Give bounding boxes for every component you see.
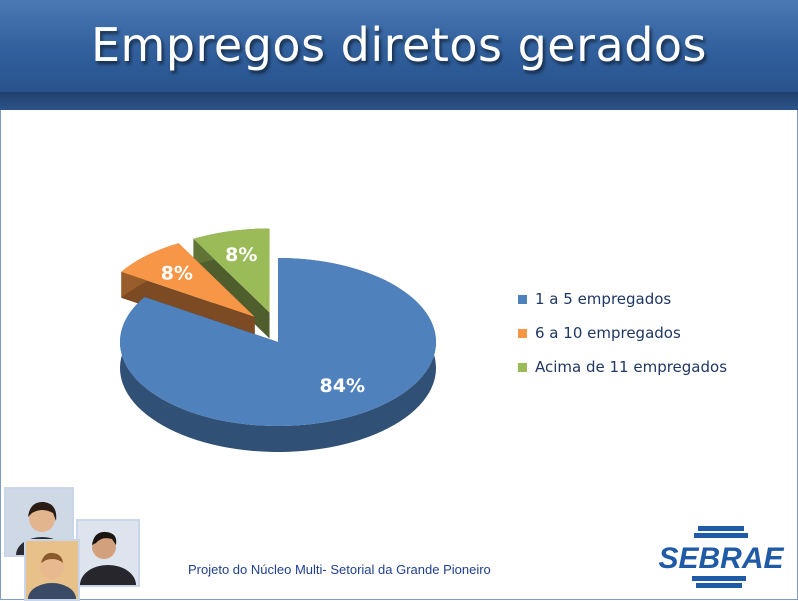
pie-slice-top <box>119 258 436 426</box>
legend-item: 1 a 5 empregados <box>518 282 727 316</box>
legend-label: 6 a 10 empregados <box>535 324 681 342</box>
person-icon <box>78 521 138 585</box>
pie-slice-top <box>121 243 255 317</box>
pie-slice-top <box>193 228 270 313</box>
footer-caption: Projeto do Núcleo Multi- Setorial da Gra… <box>188 562 491 577</box>
people-photos <box>0 485 140 601</box>
pie-data-label: 8% <box>161 263 193 285</box>
legend-item: 6 a 10 empregados <box>518 316 727 350</box>
legend-item: Acima de 11 empregados <box>518 350 727 384</box>
pie-data-label: 84% <box>320 375 365 397</box>
pie-data-label: 8% <box>225 244 257 266</box>
photo-man-dark-hair <box>76 519 140 587</box>
chart-legend: 1 a 5 empregados 6 a 10 empregados Acima… <box>518 282 727 384</box>
pie-slice <box>119 258 437 452</box>
legend-swatch <box>518 328 527 338</box>
legend-swatch <box>518 294 527 304</box>
logo-text: SEBRAE <box>658 542 784 575</box>
sebrae-logo: SEBRAE <box>658 526 784 588</box>
title-banner: Empregos diretos gerados <box>0 0 798 110</box>
legend-label: Acima de 11 empregados <box>535 358 728 376</box>
title-banner-band <box>0 92 798 110</box>
slide-title: Empregos diretos gerados <box>90 18 708 72</box>
pie-slices <box>119 228 437 452</box>
legend-swatch <box>518 362 527 372</box>
pie-chart: 8% 8% 84% <box>119 228 437 452</box>
person-icon <box>26 541 78 599</box>
photo-man-smiling <box>24 539 80 601</box>
pie-data-labels: 8% 8% 84% <box>161 244 365 397</box>
legend-label: 1 a 5 empregados <box>535 290 672 308</box>
